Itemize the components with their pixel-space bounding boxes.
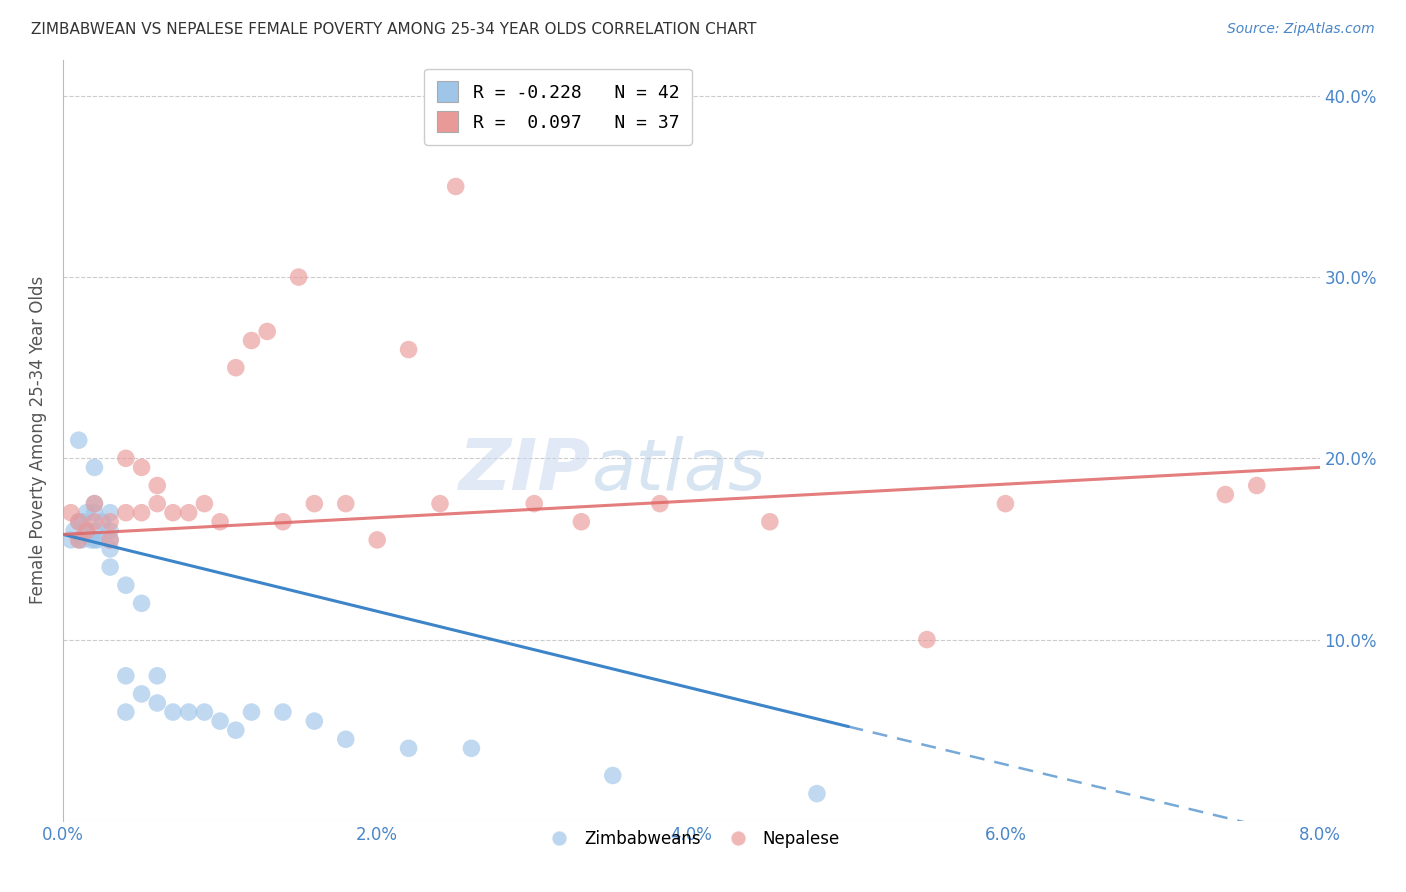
Text: ZIMBABWEAN VS NEPALESE FEMALE POVERTY AMONG 25-34 YEAR OLDS CORRELATION CHART: ZIMBABWEAN VS NEPALESE FEMALE POVERTY AM… — [31, 22, 756, 37]
Point — [146, 696, 169, 710]
Text: Source: ZipAtlas.com: Source: ZipAtlas.com — [1227, 22, 1375, 37]
Point — [398, 741, 420, 756]
Point — [115, 669, 138, 683]
Point — [759, 515, 782, 529]
Point — [86, 533, 108, 547]
Point — [806, 787, 828, 801]
Point — [177, 705, 200, 719]
Point — [162, 506, 184, 520]
Point — [648, 497, 671, 511]
Point — [335, 732, 357, 747]
Point — [98, 560, 121, 574]
Point — [131, 460, 153, 475]
Point — [429, 497, 451, 511]
Point — [115, 705, 138, 719]
Point — [240, 334, 263, 348]
Point — [98, 515, 121, 529]
Point — [115, 578, 138, 592]
Legend: Zimbabweans, Nepalese: Zimbabweans, Nepalese — [536, 823, 846, 855]
Point — [83, 515, 105, 529]
Point — [115, 506, 138, 520]
Point — [59, 533, 82, 547]
Point — [98, 524, 121, 538]
Point — [304, 714, 326, 728]
Point — [304, 497, 326, 511]
Point — [209, 515, 232, 529]
Point — [146, 478, 169, 492]
Point — [193, 705, 215, 719]
Point — [98, 541, 121, 556]
Point — [569, 515, 592, 529]
Point — [162, 705, 184, 719]
Point — [271, 705, 294, 719]
Point — [59, 506, 82, 520]
Point — [1246, 478, 1268, 492]
Point — [193, 497, 215, 511]
Point — [70, 515, 93, 529]
Point — [398, 343, 420, 357]
Point — [76, 506, 98, 520]
Point — [131, 687, 153, 701]
Point — [80, 533, 103, 547]
Point — [1215, 487, 1237, 501]
Point — [225, 723, 247, 738]
Point — [98, 533, 121, 547]
Point — [366, 533, 388, 547]
Point — [335, 497, 357, 511]
Point — [67, 533, 90, 547]
Point — [83, 506, 105, 520]
Point — [131, 506, 153, 520]
Point — [240, 705, 263, 719]
Point — [83, 460, 105, 475]
Point — [523, 497, 546, 511]
Point — [602, 768, 624, 782]
Point — [67, 515, 90, 529]
Text: atlas: atlas — [591, 436, 765, 505]
Point — [67, 433, 90, 447]
Point — [915, 632, 938, 647]
Point — [76, 524, 98, 538]
Point — [271, 515, 294, 529]
Point — [994, 497, 1017, 511]
Point — [225, 360, 247, 375]
Point — [98, 533, 121, 547]
Point — [177, 506, 200, 520]
Point — [287, 270, 309, 285]
Point — [83, 497, 105, 511]
Point — [67, 515, 90, 529]
Point — [460, 741, 482, 756]
Point — [98, 506, 121, 520]
Point — [131, 596, 153, 610]
Point — [209, 714, 232, 728]
Point — [146, 669, 169, 683]
Point — [63, 524, 86, 538]
Point — [83, 524, 105, 538]
Point — [83, 533, 105, 547]
Point — [444, 179, 467, 194]
Point — [76, 524, 98, 538]
Point — [91, 515, 114, 529]
Point — [115, 451, 138, 466]
Y-axis label: Female Poverty Among 25-34 Year Olds: Female Poverty Among 25-34 Year Olds — [30, 276, 46, 604]
Point — [70, 533, 93, 547]
Point — [146, 497, 169, 511]
Point — [83, 497, 105, 511]
Point — [256, 325, 278, 339]
Point — [67, 533, 90, 547]
Text: ZIP: ZIP — [458, 436, 591, 505]
